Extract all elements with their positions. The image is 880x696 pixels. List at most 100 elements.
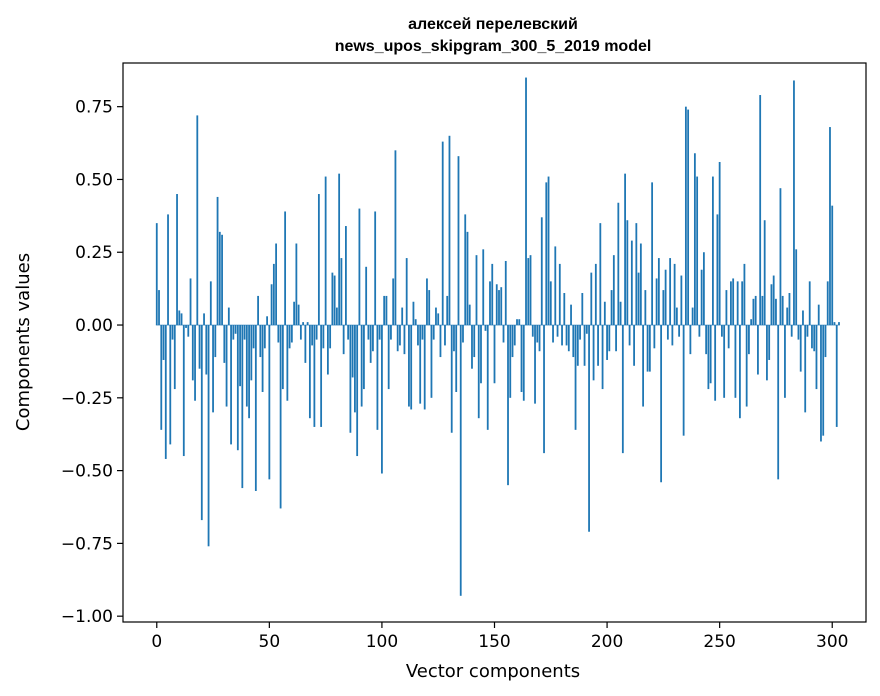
- x-tick-label: 250: [703, 632, 735, 652]
- bar-component-100: [381, 325, 383, 474]
- bar-component-163: [522, 325, 525, 401]
- y-axis-ticks: −1.00 −0.75 −0.50 −0.25 0.00 0.25 0.50 0.75: [61, 98, 123, 627]
- bar-component-142: [475, 255, 478, 326]
- bar-component-286: [799, 325, 802, 372]
- bar-component-207: [621, 325, 624, 454]
- bar-component-198: [601, 325, 604, 390]
- bar-component-208: [624, 173, 626, 326]
- bar-component-39: [243, 325, 246, 340]
- bar-component-155: [504, 260, 507, 326]
- bar-component-243: [702, 252, 705, 326]
- bar-component-85: [347, 325, 350, 340]
- bar-component-271: [766, 325, 768, 381]
- bar-component-274: [772, 275, 775, 326]
- bar-component-258: [736, 281, 739, 326]
- bar-component-102: [385, 295, 388, 326]
- y-tick-label: −1.00: [61, 607, 113, 627]
- bar-component-215: [639, 243, 642, 326]
- x-tick-label: 150: [478, 632, 510, 652]
- bar-component-30: [223, 325, 226, 363]
- bar-component-238: [691, 307, 694, 326]
- bar-component-119: [423, 325, 426, 410]
- y-tick-label: −0.25: [61, 389, 113, 409]
- bar-component-89: [356, 325, 359, 457]
- bar-component-126: [439, 325, 442, 358]
- bar-component-143: [477, 325, 480, 419]
- bar-component-220: [651, 182, 654, 326]
- bar-component-297: [824, 325, 827, 358]
- bar-component-178: [556, 325, 559, 337]
- bar-component-37: [239, 325, 241, 387]
- bar-component-111: [405, 258, 408, 326]
- bar-component-217: [644, 290, 647, 326]
- bar-component-57: [284, 211, 287, 326]
- bar-component-8: [173, 325, 176, 390]
- bar-component-60: [290, 325, 293, 343]
- bar-component-140: [471, 325, 473, 369]
- bar-component-63: [297, 304, 300, 326]
- bar-component-46: [259, 325, 262, 358]
- bar-component-49: [266, 316, 268, 326]
- bar-component-50: [268, 325, 271, 480]
- bar-component-67: [306, 322, 309, 326]
- bar-component-267: [757, 325, 759, 375]
- bar-component-209: [626, 220, 629, 326]
- bar-component-107: [396, 325, 399, 352]
- bar-component-158: [511, 325, 514, 358]
- bar-component-225: [662, 290, 665, 326]
- bar-component-283: [793, 80, 795, 326]
- bar-component-3: [162, 325, 165, 360]
- bar-component-24: [209, 281, 212, 326]
- bar-component-188: [579, 325, 581, 340]
- bar-component-29: [221, 234, 223, 326]
- bar-component-90: [358, 208, 361, 326]
- bar-component-113: [410, 325, 413, 410]
- bar-component-128: [444, 325, 446, 346]
- bar-component-211: [630, 240, 633, 326]
- bar-component-300: [831, 205, 834, 326]
- bar-component-226: [664, 269, 667, 326]
- bar-component-235: [684, 106, 687, 326]
- bar-component-52: [272, 263, 275, 326]
- bar-component-35: [234, 325, 237, 334]
- bar-component-261: [743, 263, 746, 326]
- bar-component-2: [160, 325, 163, 430]
- bar-component-221: [653, 325, 656, 349]
- bar-component-288: [804, 325, 807, 413]
- bar-component-205: [617, 202, 620, 326]
- bar-component-56: [281, 325, 284, 390]
- bar-component-78: [331, 272, 334, 326]
- bar-component-54: [277, 325, 280, 343]
- bar-component-242: [700, 269, 703, 326]
- bar-component-292: [813, 325, 816, 352]
- bar-component-105: [392, 278, 395, 326]
- bar-component-16: [191, 325, 194, 381]
- bar-component-26: [214, 325, 217, 358]
- bar-component-177: [554, 246, 557, 326]
- bar-component-31: [225, 325, 228, 407]
- y-axis-label: Components values: [13, 253, 34, 431]
- bar-component-167: [531, 325, 534, 337]
- bar-component-227: [666, 325, 669, 340]
- bar-component-259: [739, 325, 741, 419]
- bar-component-101: [383, 295, 386, 326]
- bar-component-115: [414, 319, 417, 326]
- bar-component-169: [536, 325, 539, 343]
- bar-component-277: [779, 188, 782, 326]
- bar-component-110: [403, 325, 406, 355]
- bar-component-230: [673, 263, 676, 326]
- bar-component-239: [693, 153, 696, 326]
- bar-component-125: [437, 313, 440, 326]
- bars-group: [155, 77, 840, 596]
- bar-component-106: [394, 150, 397, 326]
- bar-component-59: [288, 325, 291, 349]
- bar-component-301: [833, 322, 836, 326]
- bar-component-244: [705, 325, 708, 355]
- bar-component-1: [158, 290, 160, 326]
- bar-component-83: [342, 325, 345, 355]
- bar-component-175: [549, 281, 552, 326]
- bar-component-135: [459, 325, 462, 596]
- bar-component-233: [680, 275, 683, 326]
- bar-component-240: [696, 176, 699, 326]
- y-tick-label: −0.75: [61, 534, 113, 554]
